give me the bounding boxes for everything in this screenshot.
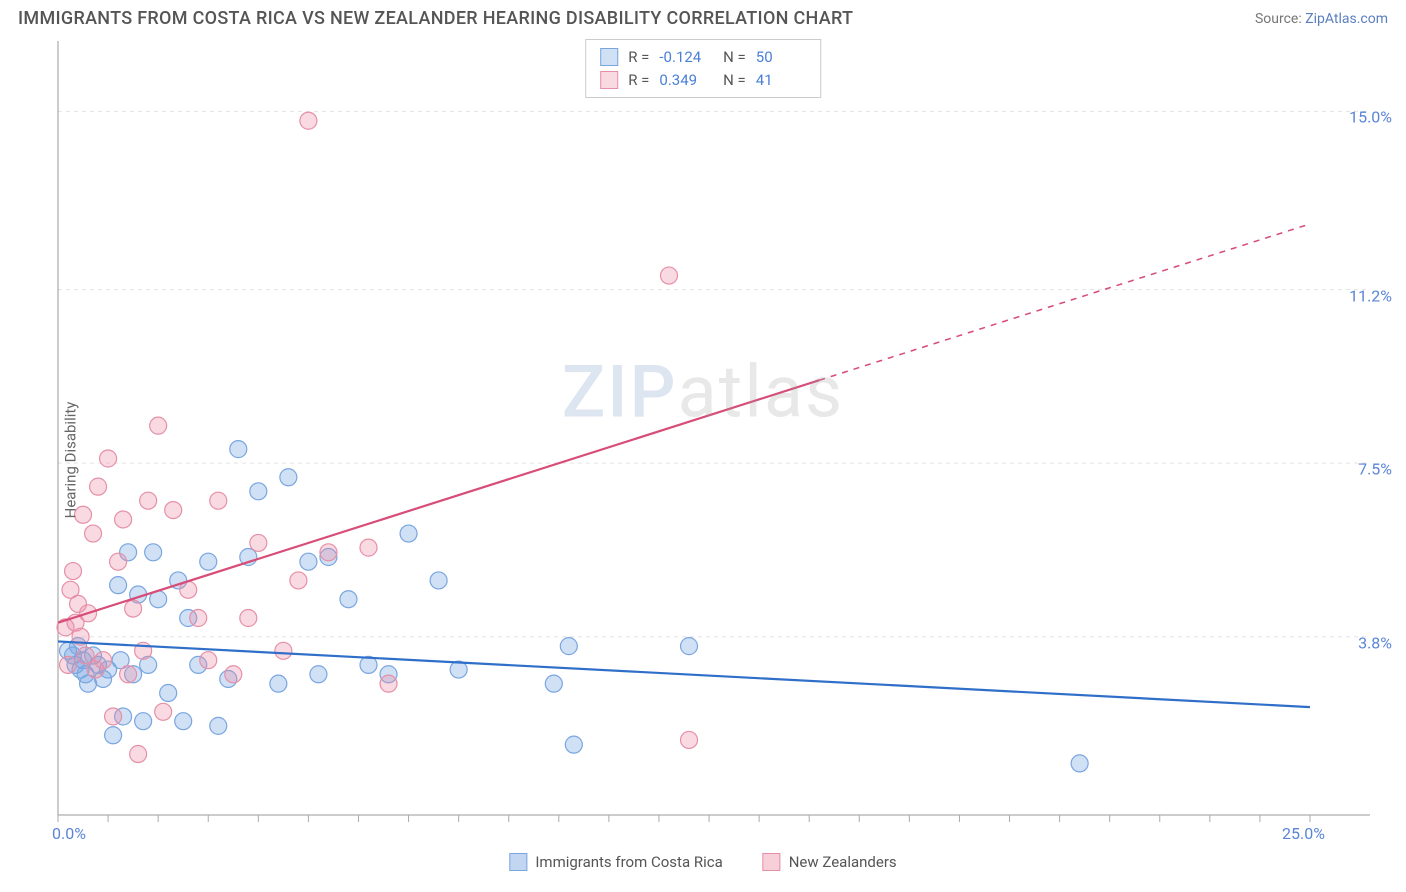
source-link[interactable]: ZipAtlas.com — [1305, 11, 1388, 27]
legend-label-2: New Zealanders — [789, 853, 897, 871]
legend-item-series2: New Zealanders — [763, 853, 897, 871]
n-value-1: 50 — [756, 46, 806, 69]
y-tick-label: 15.0% — [1349, 108, 1392, 127]
series-legend: Immigrants from Costa Rica New Zealander… — [509, 853, 896, 871]
y-axis-label: Hearing Disability — [61, 402, 79, 519]
y-tick-label: 11.2% — [1349, 286, 1392, 305]
x-tick-label: 0.0% — [52, 824, 86, 843]
chart-header: IMMIGRANTS FROM COSTA RICA VS NEW ZEALAN… — [0, 0, 1406, 35]
swatch-series1 — [509, 853, 527, 871]
r-label: R = — [628, 46, 649, 69]
y-tick-label: 3.8% — [1358, 633, 1392, 652]
y-tick-label: 7.5% — [1358, 460, 1392, 479]
source-prefix: Source: — [1255, 11, 1305, 27]
swatch-series2 — [600, 71, 618, 89]
legend-row-series1: R = -0.124 N = 50 — [600, 46, 806, 69]
correlation-legend: R = -0.124 N = 50 R = 0.349 N = 41 — [585, 39, 821, 98]
scatter-plot-svg — [0, 35, 1406, 855]
x-tick-label: 25.0% — [1282, 824, 1325, 843]
n-value-2: 41 — [756, 69, 806, 92]
n-label: N = — [719, 46, 745, 69]
legend-row-series2: R = 0.349 N = 41 — [600, 69, 806, 92]
source-attribution: Source: ZipAtlas.com — [1255, 11, 1388, 27]
swatch-series1 — [600, 48, 618, 66]
r-label: R = — [628, 69, 649, 92]
chart-area: Hearing Disability ZIPatlas R = -0.124 N… — [0, 35, 1406, 885]
r-value-1: -0.124 — [659, 46, 709, 69]
swatch-series2 — [763, 853, 781, 871]
n-label: N = — [719, 69, 745, 92]
r-value-2: 0.349 — [659, 69, 709, 92]
legend-label-1: Immigrants from Costa Rica — [535, 853, 722, 871]
legend-item-series1: Immigrants from Costa Rica — [509, 853, 722, 871]
chart-title: IMMIGRANTS FROM COSTA RICA VS NEW ZEALAN… — [18, 8, 853, 29]
